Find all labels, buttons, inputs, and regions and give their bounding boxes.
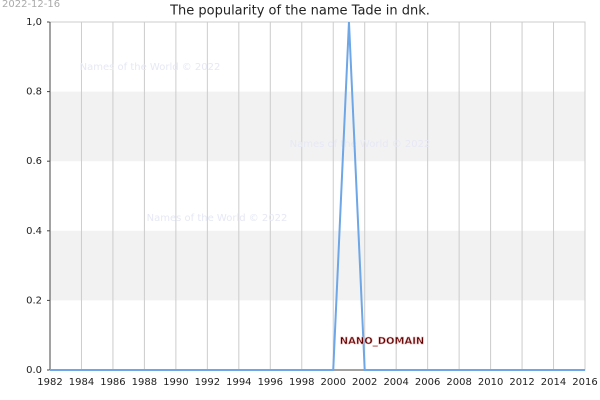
x-tick-label: 1992	[195, 377, 220, 388]
x-tick-label: 2012	[509, 377, 534, 388]
nano-label: NANO_DOMAIN	[340, 336, 425, 347]
grid-band	[50, 91, 585, 162]
x-tick-label: 1982	[37, 377, 62, 388]
y-tick-label: 0.4	[26, 226, 42, 237]
x-tick-label: 1996	[258, 377, 283, 388]
x-tick-label: 2006	[415, 377, 440, 388]
x-tick-label: 2004	[383, 377, 408, 388]
watermark: Names of the World © 2022	[147, 213, 288, 224]
watermark: Names of the World © 2022	[80, 62, 221, 73]
x-tick-label: 1998	[289, 377, 314, 388]
x-tick-label: 1994	[226, 377, 251, 388]
x-tick-label: 2008	[446, 377, 471, 388]
x-tick-label: 1984	[69, 377, 94, 388]
x-tick-label: 2000	[321, 377, 346, 388]
y-tick-label: 0.6	[26, 156, 42, 167]
plot-frame	[49, 21, 586, 371]
y-tick-label: 0.8	[26, 87, 42, 98]
chart-title: The popularity of the name Tade in dnk.	[169, 4, 430, 19]
x-tick-label: 2010	[478, 377, 503, 388]
x-tick-label: 1988	[132, 377, 157, 388]
x-tick-label: 1990	[163, 377, 188, 388]
date: 2022-12-16	[2, 0, 60, 10]
line-series	[50, 21, 585, 371]
x-tick-label: 1986	[100, 377, 125, 388]
x-tick-label: 2014	[541, 377, 566, 388]
y-tick-label: 0.2	[26, 295, 42, 306]
x-tick-label: 2002	[352, 377, 377, 388]
x-tick-label: 2016	[572, 377, 597, 388]
watermark: Names of the World © 2022	[290, 139, 431, 150]
y-tick-label: 0.0	[26, 365, 42, 376]
grid-band	[50, 230, 585, 301]
y-tick-label: 1,0	[26, 17, 42, 28]
